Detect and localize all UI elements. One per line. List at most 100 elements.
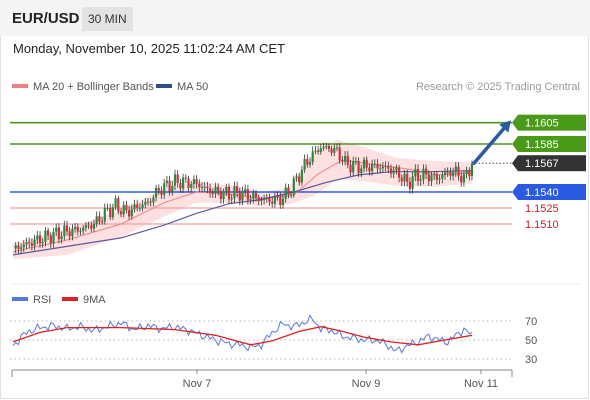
candle [128, 205, 131, 220]
candle [373, 159, 376, 169]
candle [357, 157, 360, 177]
candle [354, 156, 357, 166]
candle [36, 230, 39, 245]
candle [71, 224, 74, 241]
candle [195, 175, 198, 189]
candle [335, 143, 339, 152]
candle [122, 201, 125, 218]
candle [38, 231, 42, 248]
timeframe-badge[interactable]: 30 MIN [82, 7, 133, 31]
candle [198, 179, 201, 193]
level-labels: 1.1605 1.1585 1.1540 1.1525 1.1510 1.1567 [512, 114, 586, 231]
current-price-pointer [512, 155, 518, 172]
candle [230, 194, 233, 205]
candle [157, 184, 160, 195]
candle [273, 191, 276, 208]
candle [284, 183, 287, 203]
candle [300, 165, 303, 186]
candle [136, 199, 139, 212]
candle [408, 177, 411, 194]
level-pointer [512, 114, 518, 131]
candle [281, 194, 285, 209]
candle [217, 183, 220, 196]
candle [103, 203, 106, 225]
legend-label: MA 20 + Bollinger Bands [33, 81, 154, 93]
price-legend: MA 20 + Bollinger Bands MA 50 [12, 81, 208, 93]
candle [179, 178, 182, 193]
candle [279, 192, 282, 209]
candle [47, 227, 50, 240]
chart-header: EUR/USD 30 MIN [0, 0, 590, 36]
candle [52, 228, 55, 248]
candle [74, 222, 77, 233]
candle [101, 216, 104, 225]
candle [144, 197, 147, 209]
legend-swatch [156, 84, 172, 88]
candle [460, 172, 463, 187]
candle [268, 193, 271, 207]
candle [287, 183, 290, 199]
candle [95, 211, 98, 228]
candle [244, 184, 247, 196]
rsi-tick-label: 50 [525, 335, 537, 347]
candle [227, 183, 231, 205]
candle [406, 169, 409, 187]
candle [292, 175, 295, 198]
candle [211, 188, 214, 198]
x-axis: Nov 7 Nov 9 Nov 11 [11, 369, 513, 390]
candle [173, 169, 177, 190]
candle [117, 195, 120, 215]
candle [114, 195, 117, 210]
candle [468, 167, 471, 181]
candle [411, 171, 414, 194]
candle [41, 238, 44, 248]
candle [119, 208, 123, 218]
level-label: 1.1605 [525, 118, 559, 130]
candle [22, 239, 25, 253]
candle [395, 164, 398, 175]
candle [184, 174, 187, 184]
candle [238, 187, 241, 206]
candle [389, 164, 393, 179]
candle [111, 203, 114, 220]
forecast-arrow-shaft [472, 123, 509, 165]
candle [33, 234, 36, 251]
candle [249, 194, 252, 205]
candle [152, 194, 155, 207]
candle [368, 163, 371, 176]
candle [106, 203, 109, 212]
candle [433, 171, 436, 180]
x-tick-label: Nov 7 [183, 378, 212, 390]
candle [306, 154, 309, 168]
candle [384, 161, 387, 172]
candle [28, 237, 31, 249]
timestamp: Monday, November 10, 2025 11:02:24 AM CE… [13, 41, 285, 56]
candle [349, 160, 352, 176]
candle [338, 143, 341, 164]
rsi-legend-swatch [62, 297, 78, 301]
candle [303, 154, 306, 173]
candle [400, 174, 403, 187]
candle [163, 178, 166, 199]
level-pointer [512, 135, 518, 152]
candle [182, 173, 185, 193]
rsi-tick-label: 70 [525, 316, 537, 328]
candle [200, 182, 204, 193]
candle [317, 146, 320, 155]
level-pointer [512, 184, 518, 200]
candle [98, 211, 101, 225]
candle [271, 197, 274, 208]
candle [222, 188, 225, 204]
candle [138, 203, 141, 212]
candle [362, 156, 366, 173]
candle [133, 199, 136, 213]
rsi-legend-label: RSI [33, 294, 51, 306]
candle [457, 162, 460, 181]
candle [57, 223, 60, 244]
candle [465, 166, 468, 179]
candle [344, 151, 347, 166]
level-label: 1.1540 [525, 187, 559, 199]
candle [87, 221, 90, 230]
rsi-ma-line [12, 326, 473, 346]
candle [438, 174, 441, 185]
